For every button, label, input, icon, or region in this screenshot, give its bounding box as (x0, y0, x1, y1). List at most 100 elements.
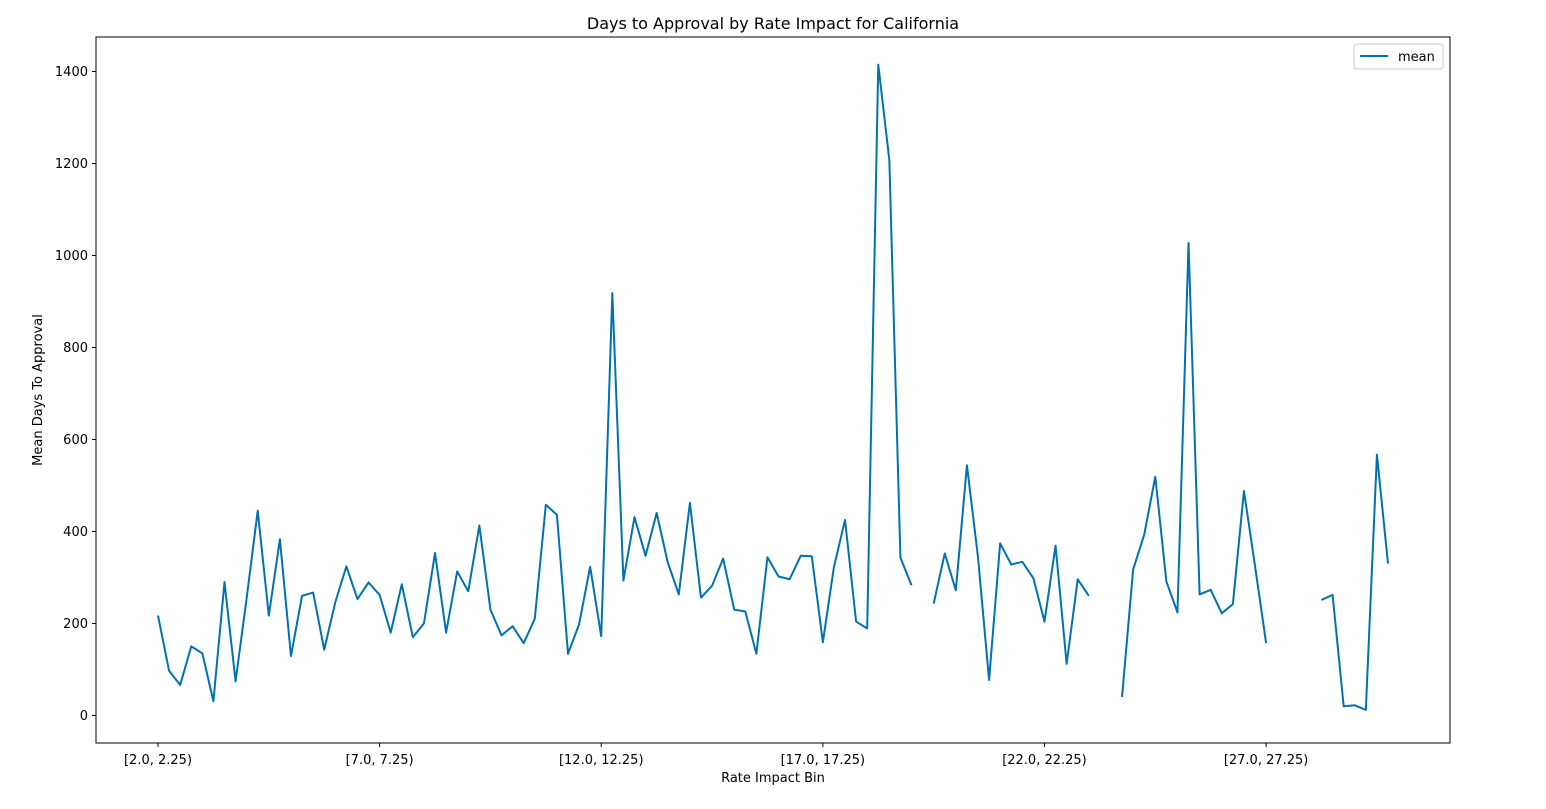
data-point (789, 578, 791, 580)
data-point (1387, 563, 1389, 565)
legend-box (1353, 43, 1444, 70)
data-point (811, 555, 813, 557)
x-tick-label: [12.0, 12.25) (559, 753, 644, 768)
data-point (501, 634, 503, 636)
data-point (1143, 534, 1145, 536)
data-point (1077, 578, 1079, 580)
data-point (268, 615, 270, 617)
plot-frame (95, 36, 1451, 744)
data-point (212, 700, 214, 702)
data-point (279, 538, 281, 540)
data-point (1265, 642, 1267, 644)
data-point (1010, 564, 1012, 566)
data-point (844, 519, 846, 521)
data-point (534, 618, 536, 620)
data-point (390, 632, 392, 634)
y-tick-label: 400 (63, 525, 88, 540)
data-point (1176, 611, 1178, 613)
data-point (833, 566, 835, 568)
data-point (512, 625, 514, 627)
data-point (567, 653, 569, 655)
data-point (434, 552, 436, 554)
data-point (423, 622, 425, 624)
data-point (822, 641, 824, 643)
data-point (235, 680, 237, 682)
data-point (323, 649, 325, 651)
data-point (290, 655, 292, 657)
y-tick-label: 600 (63, 433, 88, 448)
series-line-mean (157, 63, 1389, 711)
y-tick-label: 1000 (55, 249, 88, 264)
data-point (489, 609, 491, 611)
data-point (1088, 595, 1090, 597)
plot-area (96, 37, 1450, 743)
data-point (545, 504, 547, 506)
data-point (467, 590, 469, 592)
data-point (356, 598, 358, 600)
data-point (1243, 490, 1245, 492)
data-point (190, 645, 192, 647)
data-point (744, 610, 746, 612)
y-axis-label: Mean Days To Approval (31, 314, 46, 466)
data-point (368, 581, 370, 583)
data-point (988, 679, 990, 681)
data-point (866, 627, 868, 629)
legend-label: mean (1398, 50, 1435, 65)
data-point (944, 553, 946, 555)
x-tick-label: [7.0, 7.25) (346, 753, 414, 768)
data-point (933, 603, 935, 605)
data-point (977, 556, 979, 558)
data-point (312, 592, 314, 594)
data-point (1121, 696, 1123, 698)
data-point (633, 516, 635, 518)
y-tick-label: 800 (63, 341, 88, 356)
data-point (600, 635, 602, 637)
data-point (888, 159, 890, 161)
data-point (1332, 594, 1334, 596)
data-point (656, 512, 658, 514)
x-tick-label: [17.0, 17.25) (781, 753, 866, 768)
data-point (379, 594, 381, 596)
data-point (556, 514, 558, 516)
data-point (179, 684, 181, 686)
x-axis-label: Rate Impact Bin (721, 771, 825, 786)
data-point (157, 615, 159, 617)
data-point (523, 642, 525, 644)
x-tick-label: [22.0, 22.25) (1002, 753, 1087, 768)
data-point (168, 670, 170, 672)
data-point (246, 597, 248, 599)
y-tick-label: 1400 (55, 65, 88, 80)
data-point (1032, 577, 1034, 579)
data-point (755, 653, 757, 655)
data-point (257, 510, 259, 512)
data-point (223, 581, 225, 583)
data-point (689, 502, 691, 504)
data-point (1066, 663, 1068, 665)
data-point (334, 601, 336, 603)
data-point (711, 585, 713, 587)
data-point (722, 558, 724, 560)
data-point (1165, 581, 1167, 583)
data-layer (157, 63, 1389, 711)
data-point (1043, 621, 1045, 623)
y-tick-label: 200 (63, 617, 88, 632)
data-point (999, 542, 1001, 544)
y-axis-ticks: 0 200 400 600 800 1000 1200 1400 (55, 65, 96, 724)
x-tick-label: [27.0, 27.25) (1224, 753, 1309, 768)
data-point (778, 576, 780, 578)
data-point (1232, 603, 1234, 605)
data-point (911, 584, 913, 586)
data-point (1199, 593, 1201, 595)
data-point (966, 464, 968, 466)
data-point (1321, 599, 1323, 601)
data-point (766, 556, 768, 558)
data-point (301, 595, 303, 597)
data-point (1132, 569, 1134, 571)
data-point (1055, 545, 1057, 547)
x-tick-label: [2.0, 2.25) (124, 753, 192, 768)
data-point (1210, 589, 1212, 591)
data-point (667, 561, 669, 563)
x-axis-ticks: [2.0, 2.25) [7.0, 7.25) [12.0, 12.25) [17.0… (124, 743, 1308, 768)
data-point (1154, 476, 1156, 478)
